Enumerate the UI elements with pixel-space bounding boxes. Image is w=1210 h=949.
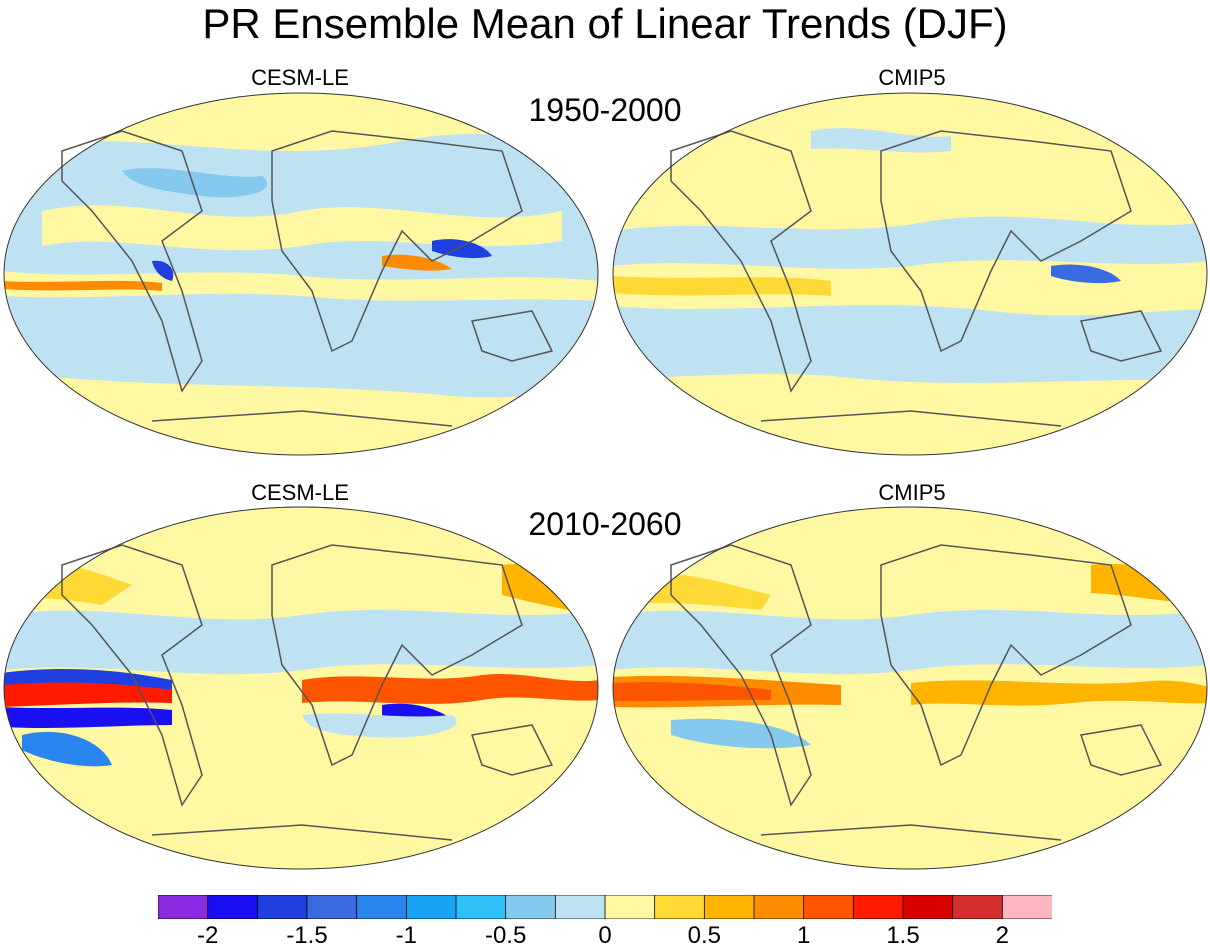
world-map-icon (612, 92, 1208, 456)
colorbar-swatch (952, 895, 1004, 919)
colorbar-label: 0 (598, 922, 612, 949)
colorbar-swatch (703, 895, 755, 919)
colorbar-swatches (158, 895, 1052, 919)
panel-title-cmip5-2010: CMIP5 (878, 480, 946, 505)
world-map-icon (3, 506, 599, 870)
colorbar-swatch (554, 895, 606, 919)
colorbar-swatch (455, 895, 507, 919)
world-map-icon (3, 92, 599, 456)
colorbar-swatch (207, 895, 259, 919)
colorbar-label: 0.5 (687, 922, 722, 949)
colorbar-swatch (356, 895, 408, 919)
colorbar-swatch (753, 895, 805, 919)
map-cesm-le-1950-2000 (2, 91, 600, 457)
colorbar-label: -1 (395, 922, 417, 949)
colorbar-label: -0.5 (484, 922, 527, 949)
colorbar-swatch (306, 895, 358, 919)
figure-title: PR Ensemble Mean of Linear Trends (DJF) (202, 0, 1008, 47)
colorbar-swatch (654, 895, 706, 919)
colorbar-swatch (803, 895, 855, 919)
colorbar-label: -2 (196, 922, 219, 949)
panel-title-cesm-1950: CESM-LE (251, 65, 349, 90)
period-label-1950-2000: 1950-2000 (528, 92, 682, 128)
colorbar-label: -1.5 (286, 922, 328, 949)
colorbar-label: 1 (796, 922, 811, 949)
panel-title-cesm-2010: CESM-LE (251, 480, 349, 505)
colorbar-swatch (505, 895, 557, 919)
colorbar (158, 895, 1052, 919)
map-cmip5-1950-2000 (611, 91, 1209, 457)
world-map-icon (612, 506, 1208, 870)
colorbar-label: 1.5 (886, 922, 920, 949)
map-cesm-le-2010-2060 (2, 505, 600, 871)
period-label-2010-2060: 2010-2060 (528, 506, 682, 542)
colorbar-swatch (405, 895, 457, 919)
colorbar-swatch (902, 895, 954, 919)
colorbar-swatch (1001, 895, 1052, 919)
colorbar-swatch (256, 895, 308, 919)
colorbar-swatch (158, 895, 209, 919)
map-cmip5-2010-2060 (611, 505, 1209, 871)
colorbar-swatch (604, 895, 656, 919)
panel-title-cmip5-1950: CMIP5 (878, 65, 946, 90)
colorbar-label: 2 (995, 922, 1009, 949)
colorbar-swatch (852, 895, 904, 919)
